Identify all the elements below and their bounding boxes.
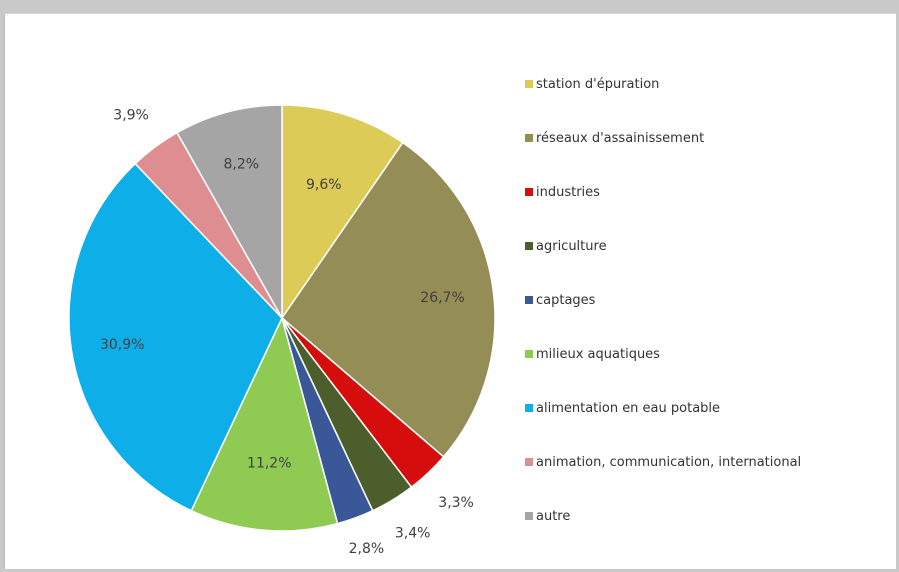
legend-swatch: [525, 242, 533, 250]
legend-item: autre: [525, 506, 570, 526]
legend-item: milieux aquatiques: [525, 344, 660, 364]
legend-swatch: [525, 296, 533, 304]
legend-swatch: [525, 134, 533, 142]
legend-item: réseaux d'assainissement: [525, 128, 704, 148]
legend-swatch: [525, 404, 533, 412]
pie-slice-6: [190, 315, 339, 532]
data-label-1: 9,6%: [306, 177, 342, 193]
legend-swatch: [525, 458, 533, 466]
pie-slice-7: [68, 162, 283, 512]
chart-frame: 9,6% 26,7% 3,3% 3,4% 2,8% 11,2% 30,9% 3,9% 8,2% …: [4, 13, 896, 569]
legend-label: captages: [536, 292, 596, 308]
pie-chart: 9,6% 26,7% 3,3% 3,4% 2,8% 11,2% 30,9% 3,9% 8,2%: [68, 104, 496, 557]
legend-item: alimentation en eau potable: [525, 398, 720, 418]
legend-label: industries: [536, 184, 600, 200]
pie-slice-2: [281, 141, 496, 458]
data-label-7: 30,9%: [100, 337, 144, 353]
data-label-6: 11,2%: [247, 455, 291, 471]
legend-item: station d'épuration: [525, 74, 659, 94]
legend-label: station d'épuration: [536, 76, 660, 92]
legend-label: alimentation en eau potable: [536, 400, 721, 416]
pie-slice-9: [176, 104, 283, 321]
legend-swatch: [525, 512, 533, 520]
data-label-5: 2,8%: [349, 541, 385, 557]
legend-swatch: [525, 350, 533, 358]
legend-label: autre: [536, 508, 571, 524]
legend-label: réseaux d'assainissement: [536, 130, 705, 146]
legend-item: agriculture: [525, 236, 607, 256]
legend-item: captages: [525, 290, 595, 310]
data-label-2: 26,7%: [420, 290, 464, 306]
pie-slice-1: [281, 104, 404, 321]
data-label-3: 3,3%: [438, 495, 474, 511]
legend-item: industries: [525, 182, 600, 202]
legend-label: animation, communication, international: [536, 454, 802, 470]
legend-swatch: [525, 188, 533, 196]
legend-swatch: [525, 80, 533, 88]
legend-label: milieux aquatiques: [536, 346, 660, 362]
data-label-9: 8,2%: [224, 157, 260, 173]
legend-item: animation, communication, international: [525, 452, 801, 472]
data-label-4: 3,4%: [395, 526, 431, 542]
legend-label: agriculture: [536, 238, 607, 254]
data-label-8: 3,9%: [113, 107, 149, 123]
